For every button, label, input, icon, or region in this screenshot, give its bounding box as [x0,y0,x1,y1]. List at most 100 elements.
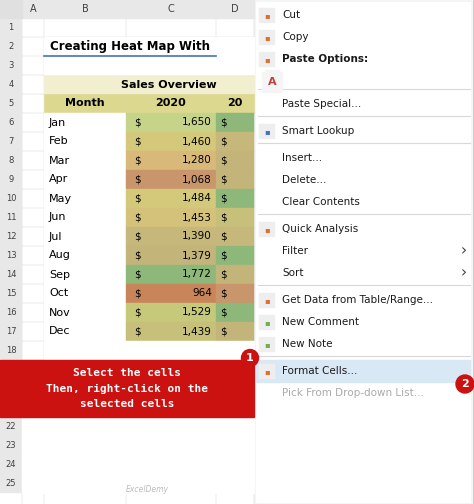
Bar [0,284,22,303]
Bar [44,0,126,18]
Text: 1,068: 1,068 [182,174,212,184]
Text: Feb: Feb [49,137,69,147]
Text: $: $ [220,307,227,318]
Bar [0,37,22,56]
Bar [126,208,216,227]
Bar [44,208,126,227]
Text: 10: 10 [6,194,16,203]
Bar [0,0,254,18]
Text: Quick Analysis: Quick Analysis [282,224,358,234]
Text: $: $ [220,327,227,337]
Bar [44,284,126,303]
Circle shape [456,375,474,393]
Text: ›: › [461,243,467,259]
Bar [216,189,254,208]
Text: 19: 19 [6,365,16,374]
Text: 16: 16 [6,308,16,317]
Bar [44,341,254,360]
Text: Insert...: Insert... [282,153,322,163]
Text: 4: 4 [9,80,14,89]
Bar [216,265,254,284]
Bar [0,360,254,417]
Text: 5: 5 [9,99,14,108]
Bar [0,94,22,113]
Bar [216,151,254,170]
Text: Jul: Jul [49,231,63,241]
Text: Cut: Cut [282,10,300,20]
Text: $: $ [220,270,227,280]
Text: Select the cells
Then, right-click on the
selected cells: Select the cells Then, right-click on th… [46,368,208,409]
Text: Aug: Aug [49,250,71,261]
Text: ▪: ▪ [264,296,270,305]
Bar [0,417,22,436]
Text: 21: 21 [6,403,16,412]
Bar [126,322,216,341]
Bar [0,246,22,265]
Text: 20: 20 [228,98,243,108]
Bar [256,2,470,502]
Bar [216,246,254,265]
Bar [216,113,254,132]
Text: 25: 25 [6,479,16,488]
Text: A: A [30,4,36,14]
Text: 1: 1 [9,23,14,32]
Text: 11: 11 [6,213,16,222]
Bar [216,208,254,227]
Text: A: A [268,77,276,87]
Text: Oct: Oct [49,288,68,298]
Bar [259,315,275,330]
Text: 13: 13 [6,251,16,260]
Text: ▪: ▪ [264,127,270,136]
Bar [44,170,126,189]
Bar [259,52,275,67]
Bar [22,436,254,455]
Bar [0,75,22,94]
Bar [0,436,22,455]
Text: ▪: ▪ [264,33,270,42]
Bar [44,94,126,113]
Text: 1,379: 1,379 [182,250,212,261]
Bar [254,0,474,504]
Text: C: C [168,4,174,14]
Bar [44,151,126,170]
Bar [44,303,126,322]
Bar [216,94,254,113]
Bar [259,30,275,45]
Text: $: $ [220,137,227,147]
Bar [0,341,22,360]
Text: Creating Heat Map With: Creating Heat Map With [50,40,210,53]
Text: $: $ [134,174,141,184]
Text: 1,484: 1,484 [182,194,212,204]
Text: 1,453: 1,453 [182,213,212,222]
Text: $: $ [134,194,141,204]
Bar [216,322,254,341]
Text: $: $ [134,231,141,241]
Text: ▪: ▪ [264,225,270,234]
Bar [0,265,22,284]
Bar [0,18,22,37]
Text: ▪: ▪ [264,340,270,349]
Bar [265,70,279,78]
Text: May: May [49,194,72,204]
Text: 15: 15 [6,289,16,298]
Bar [44,322,126,341]
Bar [216,132,254,151]
Text: Sort: Sort [282,268,303,278]
Text: Jun: Jun [49,213,66,222]
Text: Sep: Sep [49,270,70,280]
Bar [0,189,22,208]
Text: 3: 3 [9,61,14,70]
Text: $: $ [134,156,141,165]
Bar [0,322,22,341]
Text: ›: › [461,266,467,281]
Text: ▪: ▪ [264,11,270,20]
Bar [216,227,254,246]
Text: $: $ [134,327,141,337]
Circle shape [241,349,258,366]
Text: 6: 6 [9,118,14,127]
Text: 12: 12 [6,232,16,241]
Text: 23: 23 [6,441,16,450]
Text: 20: 20 [6,384,16,393]
Text: 7: 7 [9,137,14,146]
Text: Pick From Drop-down List...: Pick From Drop-down List... [282,388,424,398]
